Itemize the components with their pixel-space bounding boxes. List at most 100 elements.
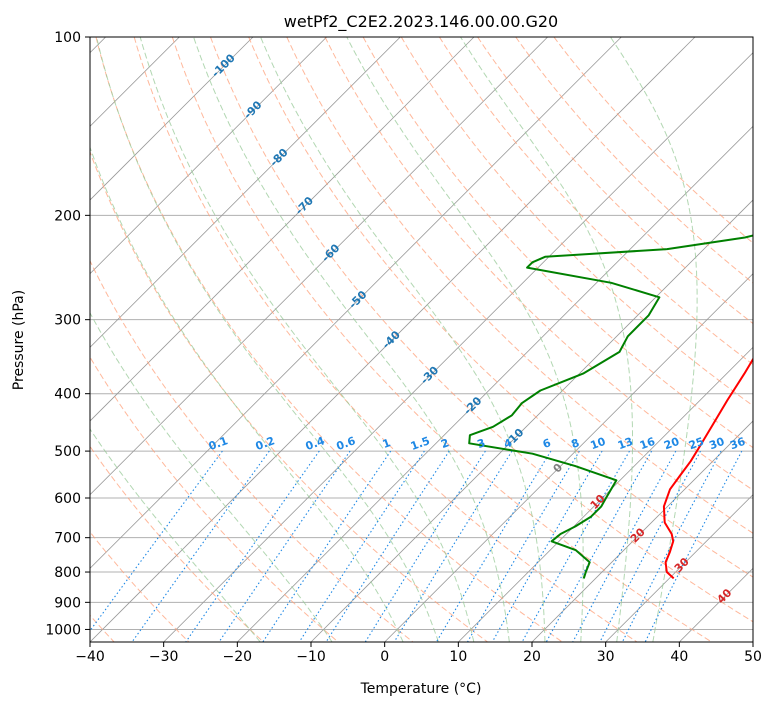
y-tick-label: 1000: [45, 622, 81, 638]
dry-adiabat: [95, 37, 563, 642]
moist-adiabat: [139, 37, 475, 642]
grid-lines: [90, 37, 753, 630]
skewed-isotherm: [90, 37, 475, 422]
mixing-ratio-label: 0.6: [335, 434, 358, 453]
x-tick-label: −20: [223, 649, 253, 665]
mixing-ratio-label: 2: [439, 436, 451, 451]
y-tick-label: 900: [54, 595, 81, 611]
x-tick-label: 20: [523, 649, 541, 665]
skewed-isotherm: [163, 52, 753, 642]
mixing-ratio-line: [435, 450, 552, 642]
dry-adiabat: [90, 531, 190, 642]
y-tick-label: 600: [54, 491, 81, 507]
y-tick-label: 400: [54, 387, 81, 403]
x-axis: −40 −30 −20 −10 0 10 20 30 40 50: [75, 642, 762, 665]
moist-adiabat: [96, 37, 439, 642]
y-tick-label: 200: [54, 208, 81, 224]
mixing-ratio-line: [599, 450, 701, 642]
dry-adiabat: [248, 37, 753, 578]
mixing-ratio-line: [131, 450, 270, 642]
dewpoint-line: [468, 234, 753, 579]
y-tick-label: 300: [54, 313, 81, 329]
moist-adiabat: [346, 37, 584, 642]
y-axis: 100 200 300 400 500 600 700 800 900 1000: [45, 30, 90, 638]
mixing-ratio-label: 6: [541, 436, 553, 451]
mixing-ratio-line: [218, 450, 351, 642]
mixing-ratio-label: 16: [638, 435, 657, 453]
x-tick-label: −40: [75, 649, 105, 665]
skewed-isotherms: [90, 37, 753, 642]
skewed-isotherm: [605, 494, 753, 642]
mixing-ratio-label: 0.4: [304, 434, 327, 453]
y-tick-label: 500: [54, 444, 81, 460]
mixing-ratio-line: [364, 450, 486, 642]
mixing-ratio-label: 25: [687, 435, 706, 452]
dry-adiabat: [171, 37, 712, 642]
chart-title: wetPf2_C2E2.2023.146.00.00.G20: [284, 12, 558, 32]
y-tick-label: 100: [54, 30, 81, 46]
mixing-ratio-line: [621, 450, 722, 642]
mixing-ratio-line: [185, 450, 320, 642]
mixing-ratio-label: 1.5: [409, 434, 432, 453]
skewed-isotherm: [90, 37, 401, 348]
x-tick-label: 50: [744, 649, 762, 665]
x-tick-label: 0: [380, 649, 389, 665]
mixing-ratio-label: 10: [589, 435, 608, 453]
mixing-ratio-lines: [90, 450, 743, 642]
mixing-ratio-label: 0.1: [207, 434, 230, 453]
mixing-ratio-label: 1: [381, 436, 393, 451]
dry-adiabat: [90, 259, 414, 642]
dry-adiabat: [362, 37, 753, 449]
mixing-ratio-label: 13: [616, 435, 635, 452]
mixing-ratio-label: 0.2: [254, 434, 277, 453]
mixing-ratio-line: [491, 450, 603, 642]
dry-adiabat: [477, 37, 753, 325]
plot-frame: [89, 36, 754, 643]
dry-adiabat: [400, 37, 753, 407]
y-axis-label: Pressure (hPa): [11, 290, 27, 390]
y-tick-label: 700: [54, 531, 81, 547]
skewed-isotherm: [458, 346, 753, 642]
x-tick-label: 30: [597, 649, 615, 665]
y-tick-label: 800: [54, 565, 81, 581]
x-tick-label: 40: [670, 649, 688, 665]
x-axis-label: Temperature (°C): [360, 681, 482, 697]
temperature-line: [662, 357, 753, 580]
mixing-ratio-label: 4: [502, 436, 514, 451]
skewed-isotherm: [90, 37, 327, 275]
dry-adiabats: [90, 37, 753, 642]
skewed-isotherm: [90, 37, 548, 496]
mixing-ratio-line: [572, 450, 677, 642]
sounding-series: [468, 234, 753, 580]
dry-adiabat: [90, 445, 264, 642]
dry-adiabat: [438, 37, 753, 366]
mixing-ratio-line: [393, 450, 513, 642]
skewed-isotherm: [531, 420, 753, 642]
x-tick-label: −30: [149, 649, 179, 665]
skewed-isotherm: [237, 125, 753, 642]
skewed-isotherm: [384, 273, 753, 642]
skewed-isotherm: [90, 37, 696, 642]
dry-adiabat: [90, 356, 339, 642]
x-tick-label: 10: [449, 649, 467, 665]
moist-adiabat: [90, 146, 404, 642]
mixing-ratio-line: [521, 450, 630, 642]
mixing-ratio-label: 3: [475, 436, 487, 451]
skewed-isotherm: [310, 199, 753, 642]
mixing-ratio-label: 30: [707, 435, 726, 453]
moist-adiabat: [260, 37, 546, 642]
mixing-ratio-label: 8: [569, 436, 581, 451]
dry-adiabat: [133, 37, 638, 642]
moist-adiabat: [609, 37, 698, 642]
dry-adiabat: [515, 37, 753, 284]
moist-adiabat: [90, 428, 261, 642]
skewed-isotherm: [90, 37, 254, 201]
mixing-ratio-label: 36: [728, 435, 747, 453]
dry-adiabat: [210, 37, 753, 623]
mixing-ratio-labels: 0.1 0.2 0.4 0.6 1 1.5 2 3 4 6 8 10 13 16 20 25 30 36: [207, 434, 747, 453]
x-tick-label: −10: [296, 649, 326, 665]
plot-area: -100-90-80-70-60-50-40-30-20-10010203040…: [90, 37, 753, 642]
mixing-ratio-label: 20: [662, 435, 681, 453]
